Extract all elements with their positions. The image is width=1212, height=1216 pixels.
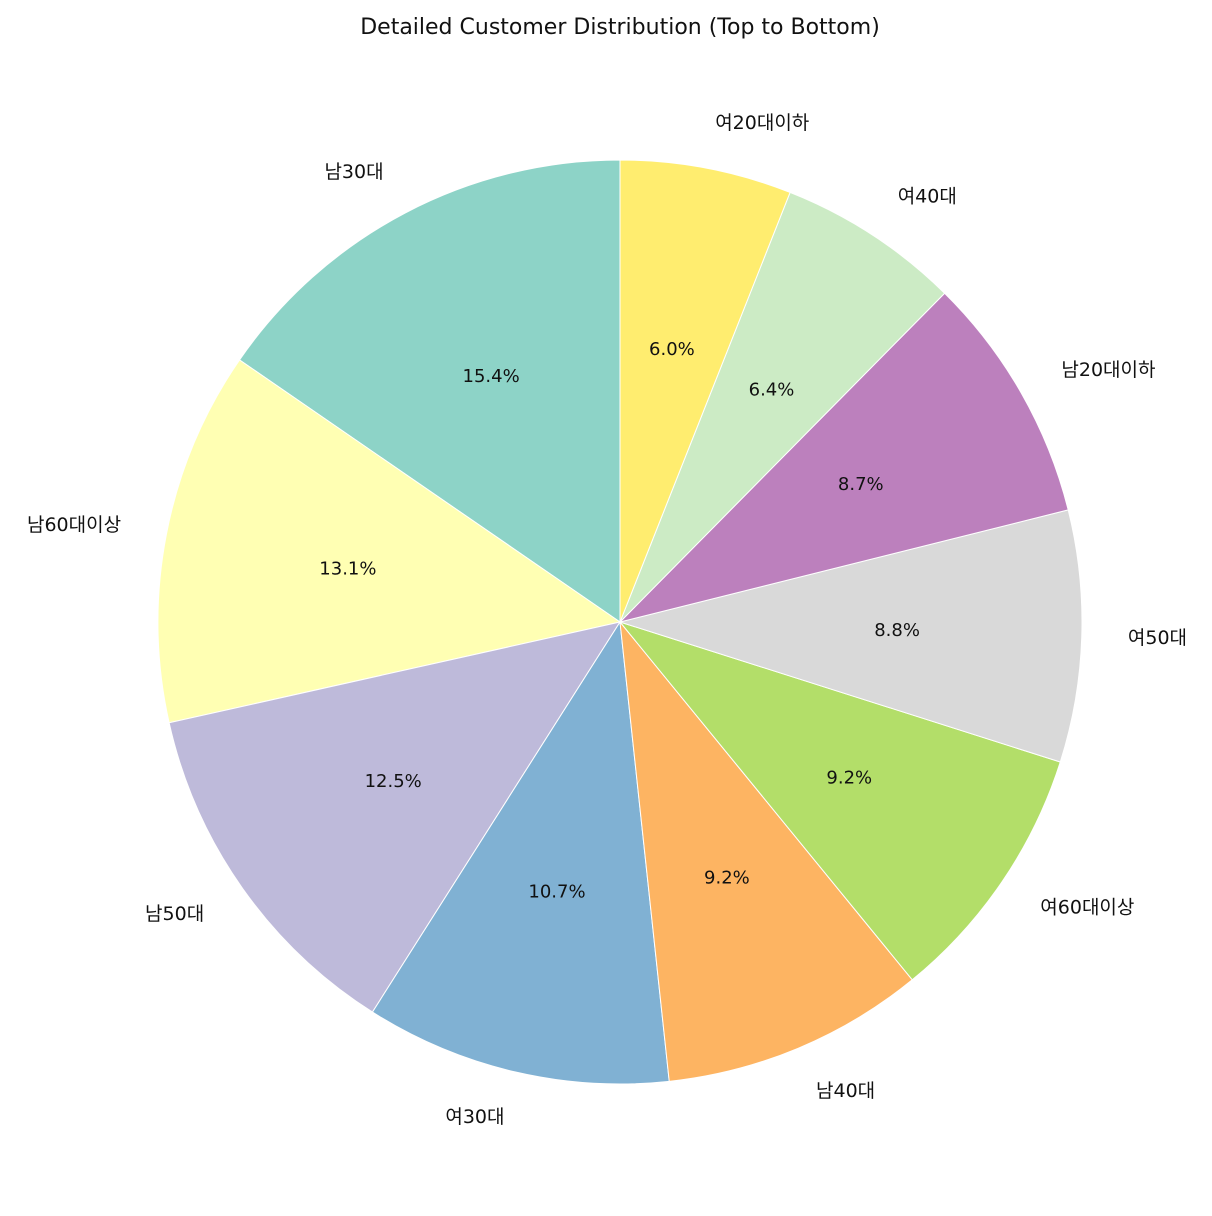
pie-percent-label-5: 9.2% [704, 867, 750, 888]
pie-percent-label-7: 8.8% [874, 620, 920, 641]
pie-category-label-10: 여20대이하 [715, 112, 809, 134]
pie-slice-8 [618, 292, 1069, 623]
pie-slice-1 [238, 159, 621, 623]
pie-percent-label-4: 10.7% [528, 881, 585, 902]
pie-slice-3 [168, 621, 622, 1013]
pie-percent-label-6: 9.2% [826, 767, 872, 788]
pie-percent-label-1: 15.4% [463, 366, 520, 387]
pie-category-label-5: 남40대 [816, 1080, 875, 1102]
pie-category-label-8: 남20대이하 [1061, 359, 1155, 381]
pie-category-label-1: 남30대 [324, 161, 383, 183]
pie-slice-4 [371, 620, 670, 1085]
pie-slice-6 [618, 621, 1061, 981]
pie-percent-label-2: 13.1% [319, 559, 376, 580]
pie-percent-labels: 15.4% 13.1% 12.5% 10.7% 9.2% 9.2% 8.8% 8.7% 6.4%… [319, 339, 920, 902]
pie-slice-2 [157, 359, 622, 724]
pie-percent-label-3: 12.5% [365, 771, 422, 792]
pie-percent-label-8: 8.7% [838, 474, 884, 495]
pie-slice-7 [618, 509, 1083, 763]
pie-category-label-4: 여30대 [445, 1106, 504, 1128]
pie-slice-9 [619, 191, 946, 623]
pie-percent-label-10: 6.0% [649, 339, 695, 360]
chart-title: Detailed Customer Distribution (Top to B… [360, 15, 880, 40]
pie-slice-5 [619, 620, 913, 1082]
pie-percent-label-9: 6.4% [749, 379, 795, 400]
pie-category-label-6: 여60대이상 [1040, 897, 1134, 919]
pie-category-label-2: 남60대이상 [27, 514, 121, 536]
pie-slices [157, 159, 1083, 1085]
pie-category-label-3: 남50대 [145, 903, 204, 925]
pie-slice-10 [619, 159, 791, 623]
pie-category-label-9: 여40대 [898, 185, 957, 207]
pie-category-label-7: 여50대 [1128, 627, 1187, 649]
